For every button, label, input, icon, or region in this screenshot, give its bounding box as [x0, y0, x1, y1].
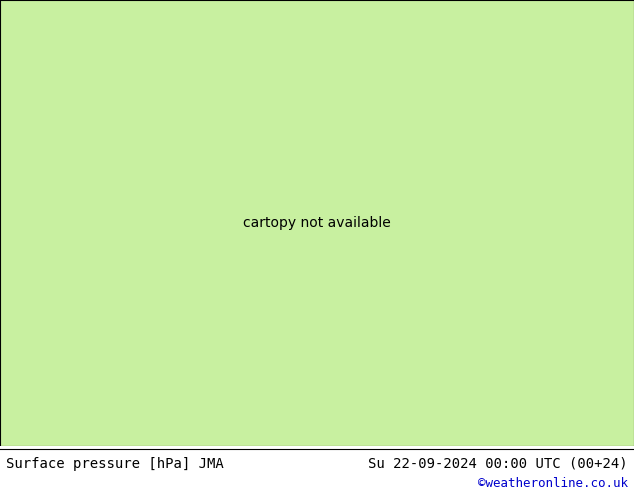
Text: cartopy not available: cartopy not available: [243, 216, 391, 230]
Text: Su 22-09-2024 00:00 UTC (00+24): Su 22-09-2024 00:00 UTC (00+24): [368, 457, 628, 470]
Text: ©weatheronline.co.uk: ©weatheronline.co.uk: [477, 477, 628, 490]
Text: Surface pressure [hPa] JMA: Surface pressure [hPa] JMA: [6, 458, 224, 471]
